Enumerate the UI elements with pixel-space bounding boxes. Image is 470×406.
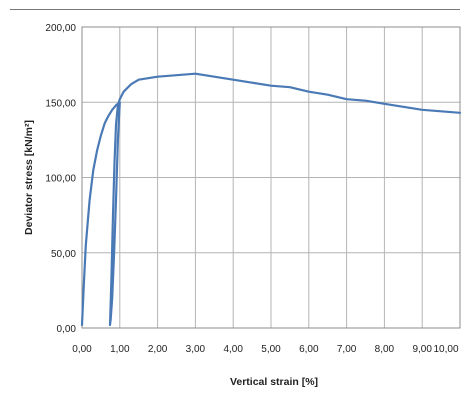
y-axis-title: Deviator stress [kN/m²]	[23, 120, 35, 235]
x-tick-label: 7,00	[337, 344, 357, 355]
y-axis-tick-labels: 0,00 50,00 100,00 150,00 200,00	[45, 23, 76, 335]
x-tick-label: 3,00	[186, 344, 206, 355]
plot-frame	[81, 26, 461, 329]
x-tick-label: 8,00	[375, 344, 395, 355]
x-tick-label: 4,00	[223, 344, 243, 355]
y-tick-label: 150,00	[45, 98, 76, 109]
y-tick-label: 100,00	[45, 174, 76, 185]
x-axis-title: Vertical strain [%]	[230, 376, 318, 388]
x-axis-tick-labels: 0,00 1,00 2,00 3,00 4,00 5,00 6,00 7,00 8,00 9,00…	[72, 344, 459, 355]
x-tick-label: 6,00	[299, 344, 319, 355]
y-tick-label: 200,00	[45, 23, 76, 34]
x-tick-label: 0,00	[72, 344, 92, 355]
x-tick-label: 9,00	[412, 344, 432, 355]
x-tick-label: 2,00	[148, 344, 168, 355]
series-line	[80, 72, 462, 327]
y-tick-label: 50,00	[51, 249, 76, 260]
grid-lines	[82, 27, 460, 328]
x-tick-label: 1,00	[110, 344, 130, 355]
x-tick-label: 10,00	[433, 344, 458, 355]
x-tick-label: 5,00	[261, 344, 281, 355]
y-tick-label: 0,00	[57, 324, 77, 335]
